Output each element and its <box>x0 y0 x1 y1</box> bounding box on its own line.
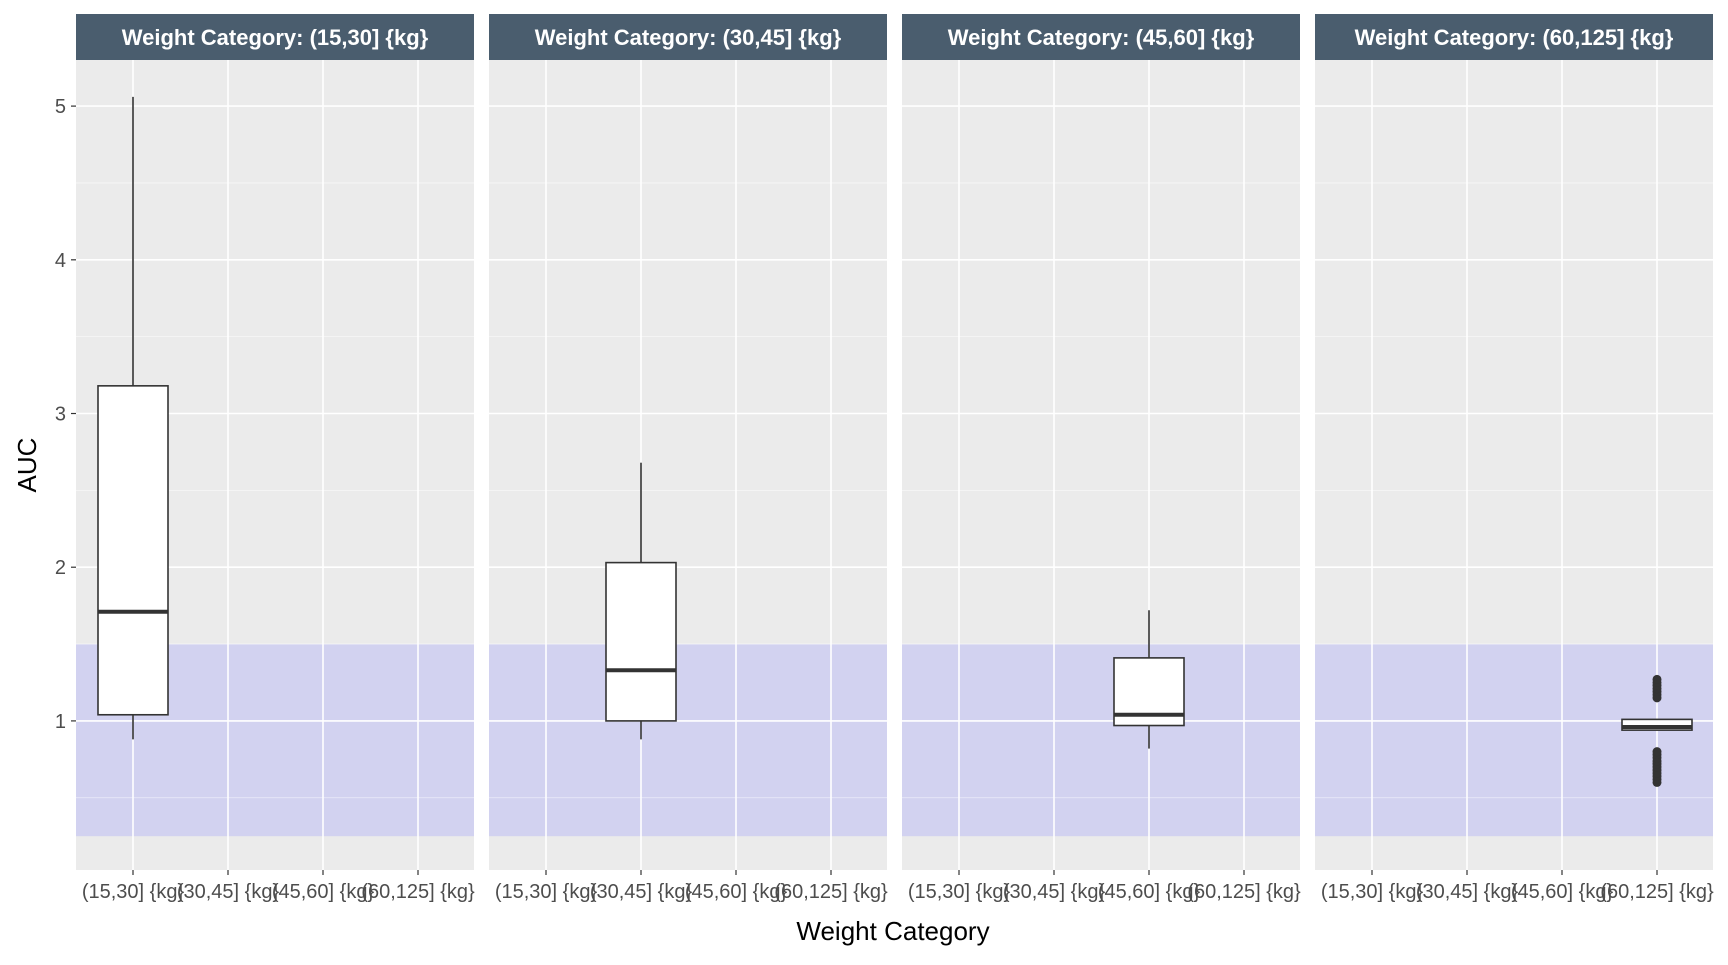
reference-band <box>1315 644 1713 837</box>
x-axis-title: Weight Category <box>796 916 989 946</box>
x-tick-label: (60,125] {kg} <box>1600 881 1714 903</box>
facet-strip <box>76 14 474 60</box>
x-tick-label: (15,30] {kg} <box>908 881 1011 903</box>
x-tick-label: (60,125] {kg} <box>774 881 888 903</box>
facet-strip <box>902 14 1300 60</box>
x-tick-label: (45,60] {kg} <box>685 881 788 903</box>
reference-band <box>902 644 1300 837</box>
x-tick-label: (45,60] {kg} <box>1511 881 1614 903</box>
x-tick-label: (30,45] {kg} <box>590 881 693 903</box>
x-tick-label: (15,30] {kg} <box>1321 881 1424 903</box>
facet-strip <box>1315 14 1713 60</box>
box-iqr <box>1621 718 1693 731</box>
y-tick-label: 1 <box>55 711 66 733</box>
facet-title: Weight Category: (15,30] {kg} <box>122 25 429 50</box>
y-tick-label: 5 <box>55 96 66 118</box>
box-iqr <box>97 385 169 716</box>
facet-strip <box>489 14 887 60</box>
x-tick-label: (15,30] {kg} <box>495 881 598 903</box>
facet-panel: Weight Category: (15,30] {kg} (15,30] {kg… <box>76 14 475 903</box>
x-tick-label: (30,45] {kg} <box>1416 881 1519 903</box>
facet-panel: Weight Category: (45,60] {kg} (15,30] {kg… <box>902 14 1301 903</box>
y-tick-label: 4 <box>55 250 66 272</box>
x-tick-label: (45,60] {kg} <box>1098 881 1201 903</box>
x-tick-label: (60,125] {kg} <box>361 881 475 903</box>
x-tick-label: (30,45] {kg} <box>177 881 280 903</box>
x-tick-label: (30,45] {kg} <box>1003 881 1106 903</box>
outlier-point <box>1652 747 1662 757</box>
y-tick-label: 3 <box>55 404 66 426</box>
y-tick-label: 2 <box>55 557 66 579</box>
x-tick-label: (45,60] {kg} <box>272 881 375 903</box>
facet-panel: Weight Category: (30,45] {kg} (15,30] {kg… <box>489 14 888 903</box>
facet-title: Weight Category: (30,45] {kg} <box>535 25 842 50</box>
facet-title: Weight Category: (60,125] {kg} <box>1355 25 1674 50</box>
y-axis-title: AUC <box>12 438 42 493</box>
x-tick-label: (60,125] {kg} <box>1187 881 1301 903</box>
facet-title: Weight Category: (45,60] {kg} <box>948 25 1255 50</box>
facet-panel: Weight Category: (60,125] {kg} (15,30] {k… <box>1315 14 1714 903</box>
reference-band <box>489 644 887 837</box>
box-iqr <box>605 561 677 722</box>
outlier-point <box>1652 674 1662 684</box>
x-tick-label: (15,30] {kg} <box>82 881 185 903</box>
